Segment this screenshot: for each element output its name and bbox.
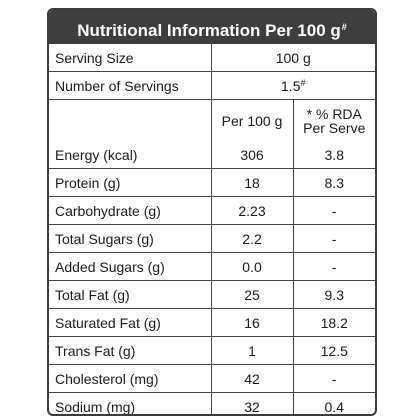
servings-count-cell: 1.5#: [210, 71, 375, 100]
serving-size-row: Serving Size 100 g: [49, 44, 375, 72]
header-title-mark: #: [341, 22, 347, 32]
header-title: Nutritional Information Per 100 g: [77, 21, 341, 40]
nutrient-row: Cholesterol (mg) 42-: [49, 364, 375, 393]
nutrient-name: Carbohydrate (g): [49, 196, 212, 225]
nutrient-name: Total Fat (g): [49, 280, 212, 309]
column-header-row: Per 100 g * % RDA Per Serve: [49, 99, 375, 141]
nutrient-per100: 306: [210, 141, 294, 169]
nutrient-rda: 8.3: [292, 168, 375, 197]
nutrition-table: Serving Size 100 g Number of Servings 1.…: [49, 44, 375, 414]
nutrient-rda: 0.4: [292, 392, 375, 414]
nutrient-row: Added Sugars (g) 0.0-: [49, 252, 375, 281]
nutrient-rows: Energy (kcal) 306 3.8 Protein (g) 18 8.3 Carbo…: [49, 141, 375, 414]
column-header-rda-line2: Per Serve: [303, 119, 366, 136]
nutrient-per100: 2.2: [210, 224, 294, 253]
nutrient-row: Saturated Fat (g) 16 18.2: [49, 308, 375, 337]
servings-count-value: 1.5: [281, 77, 301, 94]
nutrient-row: Carbohydrate (g) 2.23-: [49, 196, 375, 225]
nutrient-row: Total Fat (g) 25 9.3: [49, 280, 375, 309]
nutrition-header: Nutritional Information Per 100 g#: [49, 10, 375, 44]
nutrient-name: Protein (g): [49, 168, 212, 197]
nutrient-per100: 2.23: [210, 196, 294, 225]
nutrient-rda: -: [292, 224, 375, 253]
nutrient-row: Total Sugars (g) 2.2-: [49, 224, 375, 253]
nutrient-rda: 18.2: [292, 308, 375, 337]
servings-count-row: Number of Servings 1.5#: [49, 71, 375, 100]
nutrient-rda: 12.5: [292, 336, 375, 365]
nutrition-panel: Nutritional Information Per 100 g# Servi…: [47, 8, 377, 416]
nutrient-name: Energy (kcal): [49, 141, 212, 169]
nutrient-per100: 32: [210, 392, 294, 414]
column-header-rda: * % RDA Per Serve: [292, 99, 375, 141]
nutrient-name: Cholesterol (mg): [49, 364, 212, 393]
serving-size-label: Serving Size: [49, 44, 212, 72]
nutrient-rda: 9.3: [292, 280, 375, 309]
nutrient-per100: 1: [210, 336, 294, 365]
nutrient-per100: 42: [210, 364, 294, 393]
servings-count-label: Number of Servings: [49, 71, 212, 100]
nutrient-name: Added Sugars (g): [49, 252, 212, 281]
nutrient-name: Total Sugars (g): [49, 224, 212, 253]
nutrient-rda: -: [292, 252, 375, 281]
nutrient-row: Protein (g) 18 8.3: [49, 168, 375, 197]
nutrient-per100: 25: [210, 280, 294, 309]
nutrient-row: Sodium (mg) 32 0.4: [49, 392, 375, 414]
nutrient-rda: -: [292, 364, 375, 393]
nutrient-per100: 18: [210, 168, 294, 197]
nutrient-row: Energy (kcal) 306 3.8: [49, 141, 375, 169]
column-header-rda-line1: * % RDA: [306, 105, 362, 122]
nutrient-per100: 0.0: [210, 252, 294, 281]
nutrient-row: Trans Fat (g) 1 12.5: [49, 336, 375, 365]
nutrient-per100: 16: [210, 308, 294, 337]
nutrient-rda: -: [292, 196, 375, 225]
servings-count-mark: #: [300, 77, 306, 88]
column-header-blank: [49, 99, 212, 141]
nutrient-name: Saturated Fat (g): [49, 308, 212, 337]
nutrient-name: Trans Fat (g): [49, 336, 212, 365]
nutrient-rda: 3.8: [292, 141, 375, 169]
serving-size-value: 100 g: [210, 44, 375, 72]
column-header-per100: Per 100 g: [210, 99, 294, 141]
nutrient-name: Sodium (mg): [49, 392, 212, 414]
